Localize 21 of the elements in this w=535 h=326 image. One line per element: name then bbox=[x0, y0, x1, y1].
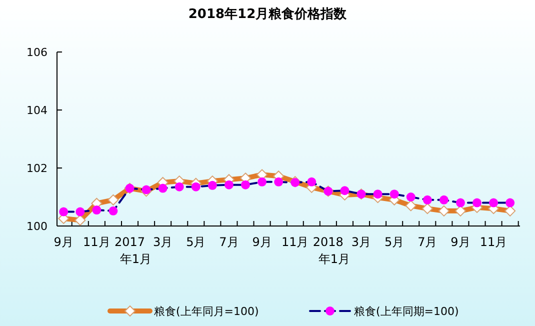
legend-label: 粮食(上年同期=100) bbox=[354, 305, 459, 318]
x-tick-label: 9月 bbox=[54, 235, 74, 249]
x-tick-label: 5月 bbox=[384, 235, 404, 249]
x-tick-label: 9月 bbox=[450, 235, 470, 249]
x-tick-label: 11月 bbox=[83, 235, 110, 249]
x-tick-label: 5月 bbox=[186, 235, 206, 249]
x-tick-label: 7月 bbox=[219, 235, 239, 249]
x-tick-label: 9月 bbox=[252, 235, 272, 249]
x-tick-label: 11月 bbox=[281, 235, 309, 249]
legend-label: 粮食(上年同月=100) bbox=[154, 305, 259, 318]
y-tick-label: 104 bbox=[26, 104, 48, 117]
x-tick-label: 11月 bbox=[480, 235, 508, 249]
y-tick-label: 100 bbox=[26, 220, 48, 233]
x-tick-label: 3月 bbox=[351, 235, 372, 249]
x-tick-label: 3月 bbox=[153, 235, 173, 249]
x-tick-label: 7月 bbox=[418, 235, 438, 249]
x-tick-label: 2017 年1月 bbox=[114, 235, 152, 266]
y-tick-label: 106 bbox=[26, 46, 48, 59]
chart-title: 2018年12月粮食价格指数 bbox=[188, 6, 348, 22]
y-tick-label: 102 bbox=[26, 162, 48, 175]
x-tick-label: 2018 年1月 bbox=[312, 235, 350, 266]
